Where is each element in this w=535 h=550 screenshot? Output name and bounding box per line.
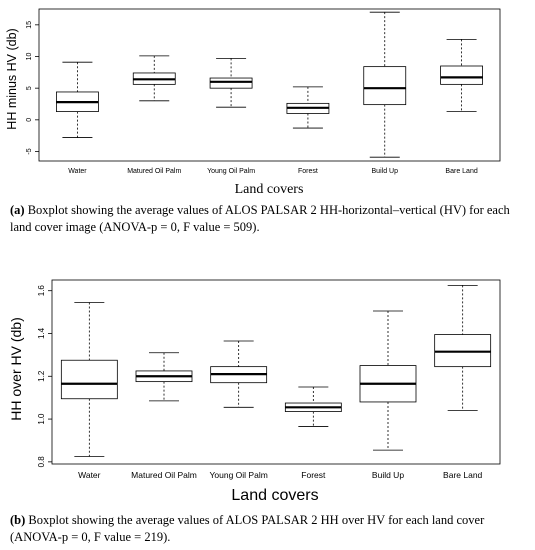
y-tick-label: 0 xyxy=(26,118,33,122)
y-axis-title: HH over HV (db) xyxy=(8,317,24,420)
figure-caption-a: (a) Boxplot showing the average values o… xyxy=(10,202,528,236)
y-tick-label: 1.4 xyxy=(37,327,46,339)
category-label: Matured Oil Palm xyxy=(127,168,181,175)
y-tick-label: 10 xyxy=(26,53,33,61)
caption-text: Boxplot showing the average values of AL… xyxy=(10,513,485,544)
caption-label: (b) xyxy=(10,513,26,527)
x-axis-title: Land covers xyxy=(231,487,318,504)
boxplot-chart-a: HH minus HV (db) Land covers -5 0 5 10 15 Wat… xyxy=(5,8,501,197)
box-iqr xyxy=(363,66,407,106)
category-label: Bare Land xyxy=(443,470,482,480)
y-tick-label: 1.6 xyxy=(37,285,46,297)
y-tick-label: 15 xyxy=(26,21,33,29)
box-iqr xyxy=(60,359,118,400)
category-label: Build Up xyxy=(372,168,399,175)
category-label: Young Oil Palm xyxy=(210,470,268,480)
category-label: Forest xyxy=(298,168,318,175)
box-iqr xyxy=(209,77,253,89)
box-iqr xyxy=(440,65,483,85)
y-tick-label: 1.2 xyxy=(37,370,46,382)
category-label: Matured Oil Palm xyxy=(131,470,197,480)
caption-text: Boxplot showing the average values of AL… xyxy=(10,203,510,234)
category-label: Build Up xyxy=(372,470,404,480)
y-tick-label: 5 xyxy=(26,86,33,90)
y-tick-label: 1.0 xyxy=(37,413,46,425)
boxplot-chart-b: HH over HV (db) Land covers 0.8 1.0 1.2 1.4… xyxy=(8,279,501,504)
y-tick-label: -5 xyxy=(26,148,33,154)
category-label: Young Oil Palm xyxy=(207,168,255,175)
plot-frame xyxy=(51,279,501,465)
category-label: Water xyxy=(78,470,101,480)
y-tick-label: 0.8 xyxy=(37,456,46,468)
category-label: Bare Land xyxy=(445,168,477,175)
y-axis-title: HH minus HV (db) xyxy=(5,28,19,129)
category-label: Water xyxy=(68,168,87,175)
caption-label: (a) xyxy=(10,203,25,217)
x-axis-title: Land covers xyxy=(235,182,304,197)
figure-caption-b: (b) Boxplot showing the average values o… xyxy=(10,512,528,546)
category-label: Forest xyxy=(301,470,326,480)
plot-frame xyxy=(38,8,501,162)
